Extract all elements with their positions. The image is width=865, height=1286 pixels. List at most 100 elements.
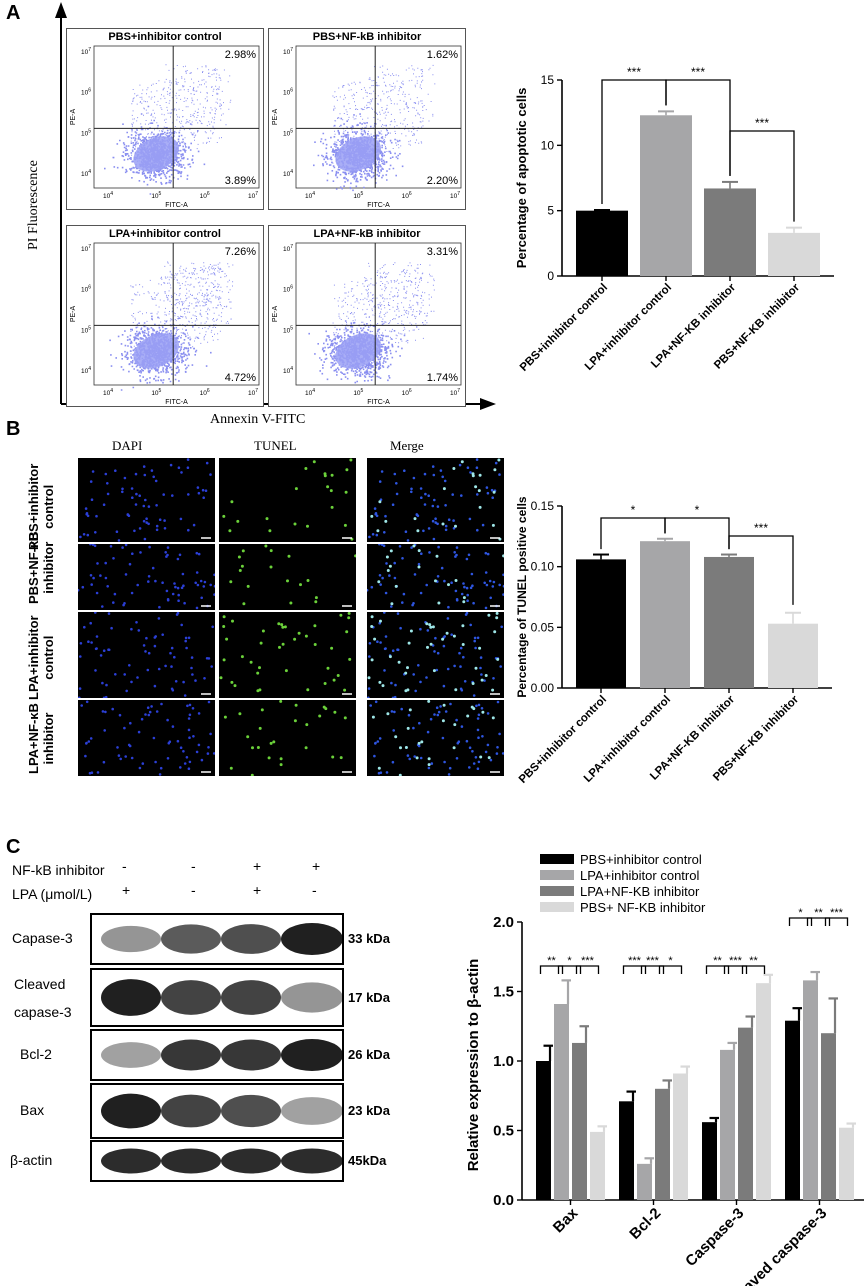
dapi-image (78, 458, 215, 542)
y-tick-label: 107 (283, 244, 293, 253)
blot-label: Bax (20, 1102, 45, 1118)
blot-label: Cleaved capase-3 (14, 976, 72, 1020)
significance-bracket (806, 917, 831, 926)
treatment-label: LPA (μmol/L) (12, 886, 93, 902)
micro-header-tunel: TUNEL (254, 438, 297, 453)
blot-bands (101, 979, 342, 1016)
x-tick-label: 104 (305, 388, 315, 397)
dapi-image (78, 612, 215, 698)
row-label-line1: LPA+NF-κB (26, 703, 41, 774)
y-tick-label: 104 (283, 169, 293, 178)
significance-label: *** (628, 955, 642, 967)
y-tick-label: 105 (81, 128, 91, 137)
bar (756, 983, 771, 1200)
y-tick-label: 0 (547, 269, 554, 283)
flow-plot-title: LPA+inhibitor control (109, 228, 221, 240)
dapi-image (78, 544, 215, 610)
legend-label: LPA+inhibitor control (580, 868, 699, 883)
treatment-label: NF-kB inhibitor (12, 862, 105, 878)
blot-strip (90, 1029, 344, 1081)
row-label-line2: control (41, 635, 56, 680)
y-tick-label: 105 (283, 325, 293, 334)
x-tick-label: 106 (402, 191, 412, 200)
flow-x-label: FITC-A (165, 399, 188, 406)
bar (821, 1033, 836, 1200)
bar (640, 541, 690, 688)
upper-right-percent: 2.98% (225, 49, 256, 61)
merge-image (367, 700, 504, 776)
bar (554, 1004, 569, 1200)
upper-right-percent: 7.26% (225, 246, 256, 258)
panel-a-letter: A (6, 2, 21, 24)
blot-band (101, 979, 161, 1016)
flow-plot: PBS+NF-kB inhibitor 1.62% 2.20% 104 104 105 10… (268, 28, 466, 210)
micro-row-label: LPA+NF-κB inhibitor (26, 703, 56, 774)
x-tick-label: 104 (103, 388, 113, 397)
blot-band (101, 1042, 161, 1068)
row-label-line2: inhibitor (41, 541, 56, 594)
flow-x-label: FITC-A (165, 202, 188, 209)
blot-band (221, 924, 281, 954)
legend-swatch (540, 886, 574, 896)
significance-bracket (723, 965, 748, 974)
significance-label: * (631, 503, 636, 517)
expression-bar-chart: 0.0 0.5 1.0 1.5 2.0 Relative expression to β-… (465, 852, 864, 1286)
bar (637, 1163, 652, 1200)
y-tick-label: 106 (283, 88, 293, 97)
significance-bracket (728, 535, 794, 605)
treatment-sign: + (312, 858, 321, 874)
blot-strip (90, 913, 344, 965)
treatment-sign: + (253, 858, 262, 874)
blot-kda: 45kDa (348, 1153, 387, 1168)
x-tick-label: Caspase-3 (682, 1205, 747, 1270)
blot-band (161, 924, 221, 954)
bar (785, 1020, 800, 1200)
micro-row-label: LPA+inhibitor control (26, 615, 56, 700)
bar (738, 1027, 753, 1200)
upper-right-percent: 1.62% (427, 49, 458, 61)
y-tick-label: 106 (81, 285, 91, 294)
significance-label: * (567, 955, 572, 967)
merge-image (367, 458, 504, 542)
significance-label: * (695, 503, 700, 517)
y-tick-label: 0.05 (531, 620, 555, 634)
blot-kda: 17 kDa (348, 989, 390, 1005)
legend-label: PBS+inhibitor control (580, 852, 702, 867)
blot-band (101, 1093, 161, 1129)
significance-label: ** (713, 955, 722, 967)
x-tick-label: 104 (103, 191, 113, 200)
merge-image (367, 612, 504, 698)
blot-band (101, 925, 161, 953)
lower-right-percent: 3.89% (225, 175, 256, 187)
blot-band (101, 1148, 161, 1174)
y-tick-label: 107 (283, 47, 293, 56)
bar (655, 1088, 670, 1200)
tunel-image (219, 544, 356, 610)
bar (704, 188, 756, 276)
tunel-image (219, 458, 356, 542)
significance-bracket (658, 965, 683, 974)
x-tick-label: 105 (353, 191, 363, 200)
flow-y-label: PE-A (272, 109, 279, 126)
y-tick-label: 5 (547, 204, 554, 218)
blot-band (221, 1148, 281, 1174)
y-tick-label: 105 (283, 128, 293, 137)
blot-strip (90, 1083, 344, 1139)
flow-plot-title: PBS+NF-kB inhibitor (313, 31, 422, 43)
y-tick-label: 104 (283, 366, 293, 375)
blot-band (161, 1039, 221, 1071)
y-tick-label: 15 (541, 73, 555, 87)
dapi-image (78, 700, 215, 776)
flow-plot-title: PBS+inhibitor control (108, 31, 221, 43)
bar (704, 556, 754, 688)
row-label-line2: inhibitor (41, 712, 56, 765)
y-axis-label: Percentage of apoptotic cells (514, 88, 529, 269)
treatment-sign: - (191, 882, 196, 898)
x-tick-label: 107 (450, 191, 460, 200)
significance-label: *** (754, 521, 768, 535)
micro-header-merge: Merge (390, 438, 424, 453)
flow-x-label: FITC-A (367, 202, 390, 209)
significance-label: ** (749, 955, 758, 967)
significance-bracket (741, 965, 766, 974)
